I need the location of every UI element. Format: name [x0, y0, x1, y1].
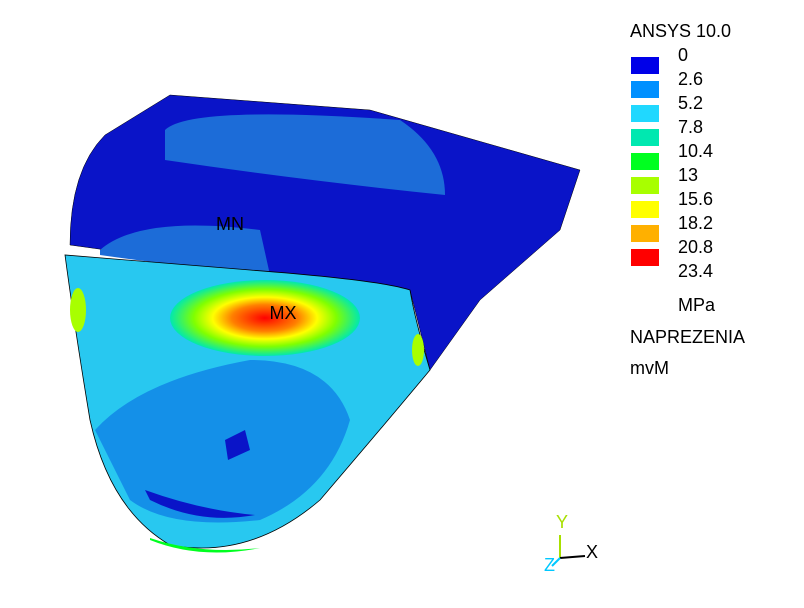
triad-label: Y: [556, 512, 568, 532]
method-label: mvM: [630, 358, 669, 378]
legend-swatch: [631, 81, 659, 98]
triad-axis: [551, 557, 561, 567]
legend-swatch: [631, 153, 659, 170]
legend-swatch: [631, 129, 659, 146]
bowl-region: [145, 490, 255, 518]
legend-level: 13: [678, 165, 698, 185]
legend-level: 23.4: [678, 261, 713, 281]
stress-peak: [170, 280, 360, 356]
quantity-label: NAPREZENIA: [630, 327, 745, 347]
legend-level: 0: [678, 45, 688, 65]
edge-hotspot: [412, 334, 424, 366]
legend-swatch: [631, 249, 659, 266]
bottom-edge: [150, 538, 260, 553]
model: [64, 94, 581, 553]
shell-band: [100, 225, 270, 275]
edge-hotspot: [70, 288, 86, 332]
legend-level: 18.2: [678, 213, 713, 233]
legend-level: 10.4: [678, 141, 713, 161]
max-marker: MX: [270, 303, 297, 323]
legend-level: 7.8: [678, 117, 703, 137]
legend-level: 5.2: [678, 93, 703, 113]
triad-axis: [559, 555, 586, 559]
bowl-region: [95, 360, 350, 523]
legend-level: 2.6: [678, 69, 703, 89]
legend-swatch: [631, 177, 659, 194]
legend-level: 20.8: [678, 237, 713, 257]
legend-swatch: [631, 105, 659, 122]
shell-band: [165, 114, 445, 195]
triad-label: X: [586, 542, 598, 562]
legend-swatch: [631, 201, 659, 218]
bowl-region: [225, 430, 250, 460]
triad-label: Z: [544, 555, 555, 575]
legend-level: 15.6: [678, 189, 713, 209]
header-title: ANSYS 10.0: [630, 21, 731, 41]
triad: Y X Z: [544, 512, 598, 575]
legend-swatch: [631, 225, 659, 242]
legend: 0 2.6 5.2 7.8 10.4 13 15.6 18.2 20.8 23.4: [631, 45, 713, 281]
legend-swatch: [631, 57, 659, 74]
unit-label: MPa: [678, 295, 716, 315]
min-marker: MN: [216, 214, 244, 234]
